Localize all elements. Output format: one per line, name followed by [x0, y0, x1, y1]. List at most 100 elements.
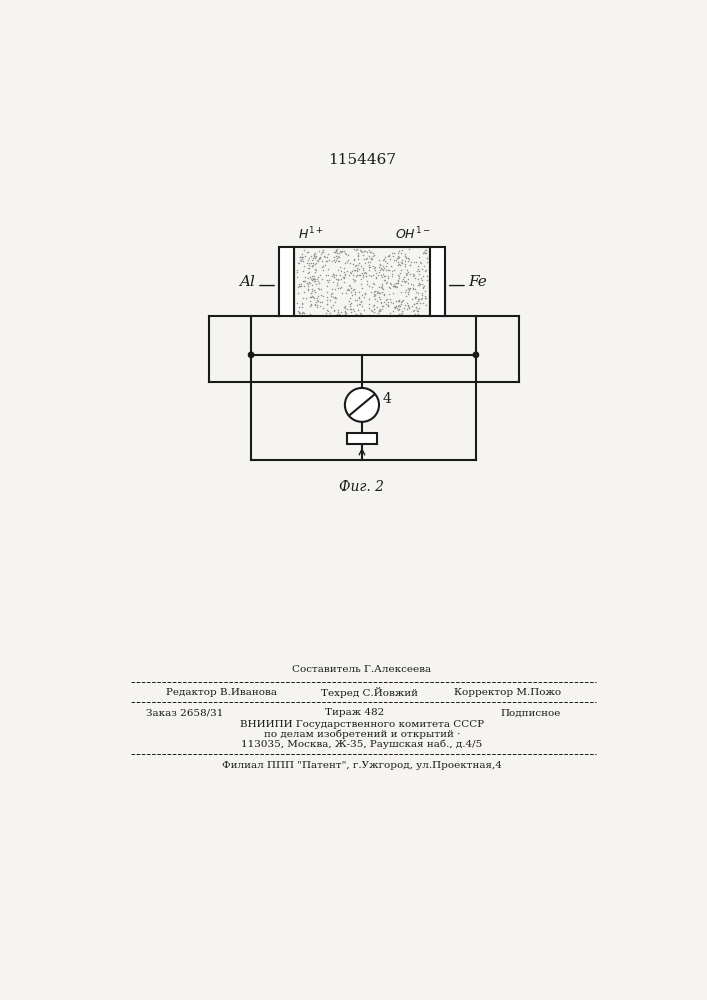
Text: Заказ 2658/31: Заказ 2658/31: [146, 708, 224, 717]
Point: [351, 242, 362, 258]
Point: [382, 291, 393, 307]
Point: [387, 263, 398, 279]
Point: [388, 276, 399, 292]
Point: [296, 251, 308, 267]
Point: [402, 301, 413, 317]
Point: [353, 267, 364, 283]
Point: [298, 290, 309, 306]
Point: [339, 266, 351, 282]
Point: [387, 248, 399, 264]
Point: [314, 243, 325, 259]
Point: [410, 254, 421, 270]
Point: [398, 292, 409, 308]
Point: [309, 261, 320, 277]
Point: [365, 284, 376, 300]
Point: [307, 289, 318, 305]
Point: [356, 298, 367, 314]
Point: [387, 285, 398, 301]
Point: [330, 252, 341, 268]
Point: [303, 276, 314, 292]
Point: [368, 258, 379, 274]
Point: [421, 250, 433, 266]
Point: [304, 293, 315, 309]
Point: [387, 303, 399, 319]
Point: [421, 272, 433, 288]
Point: [367, 298, 378, 314]
Point: [296, 249, 307, 265]
Point: [416, 276, 427, 292]
Point: [296, 295, 308, 311]
Point: [363, 259, 375, 275]
Point: [376, 278, 387, 294]
Point: [340, 305, 351, 321]
Point: [332, 304, 344, 320]
Point: [409, 306, 421, 322]
Point: [349, 252, 360, 268]
Point: [396, 305, 407, 321]
Point: [396, 303, 407, 319]
Point: [339, 255, 351, 271]
Point: [309, 297, 320, 313]
Point: [378, 258, 389, 274]
Point: [410, 289, 421, 305]
Point: [396, 294, 407, 310]
Point: [349, 284, 361, 300]
Point: [340, 298, 351, 314]
Point: [399, 284, 411, 300]
Point: [394, 297, 405, 313]
Point: [308, 290, 320, 306]
Point: [414, 266, 425, 282]
Point: [303, 252, 314, 268]
Point: [357, 262, 368, 278]
Point: [393, 243, 404, 259]
Point: [376, 295, 387, 311]
Point: [407, 277, 419, 293]
Point: [361, 276, 373, 292]
Point: [361, 273, 373, 289]
Point: [363, 248, 375, 264]
Point: [310, 276, 321, 292]
Text: Редактор В.Иванова: Редактор В.Иванова: [166, 688, 277, 697]
Point: [360, 251, 371, 267]
Point: [414, 275, 425, 291]
Point: [415, 270, 426, 286]
Point: [303, 274, 315, 290]
Point: [391, 300, 402, 316]
Point: [363, 300, 375, 316]
Point: [368, 260, 379, 276]
Point: [310, 273, 321, 289]
Point: [355, 271, 366, 287]
Point: [342, 281, 354, 297]
Point: [345, 296, 356, 312]
Point: [408, 254, 419, 270]
Point: [293, 303, 304, 319]
Point: [306, 288, 317, 304]
Point: [396, 284, 407, 300]
Point: [368, 248, 379, 264]
Point: [339, 270, 350, 286]
Point: [295, 249, 306, 265]
Point: [298, 249, 309, 265]
Point: [370, 270, 382, 286]
Point: [317, 258, 328, 274]
Point: [328, 249, 339, 265]
Point: [369, 262, 380, 278]
Point: [416, 290, 428, 306]
Point: [396, 245, 407, 261]
Point: [355, 294, 366, 310]
Point: [355, 293, 366, 309]
Point: [326, 268, 337, 284]
Point: [419, 290, 431, 306]
Point: [298, 305, 310, 321]
Point: [339, 274, 350, 290]
Point: [300, 273, 311, 289]
Point: [306, 252, 317, 268]
Point: [334, 259, 346, 275]
Point: [305, 306, 316, 322]
Point: [399, 297, 411, 313]
Point: [368, 275, 379, 291]
Point: [376, 279, 387, 295]
Point: [312, 288, 324, 304]
Point: [368, 301, 380, 317]
Point: [302, 244, 313, 260]
